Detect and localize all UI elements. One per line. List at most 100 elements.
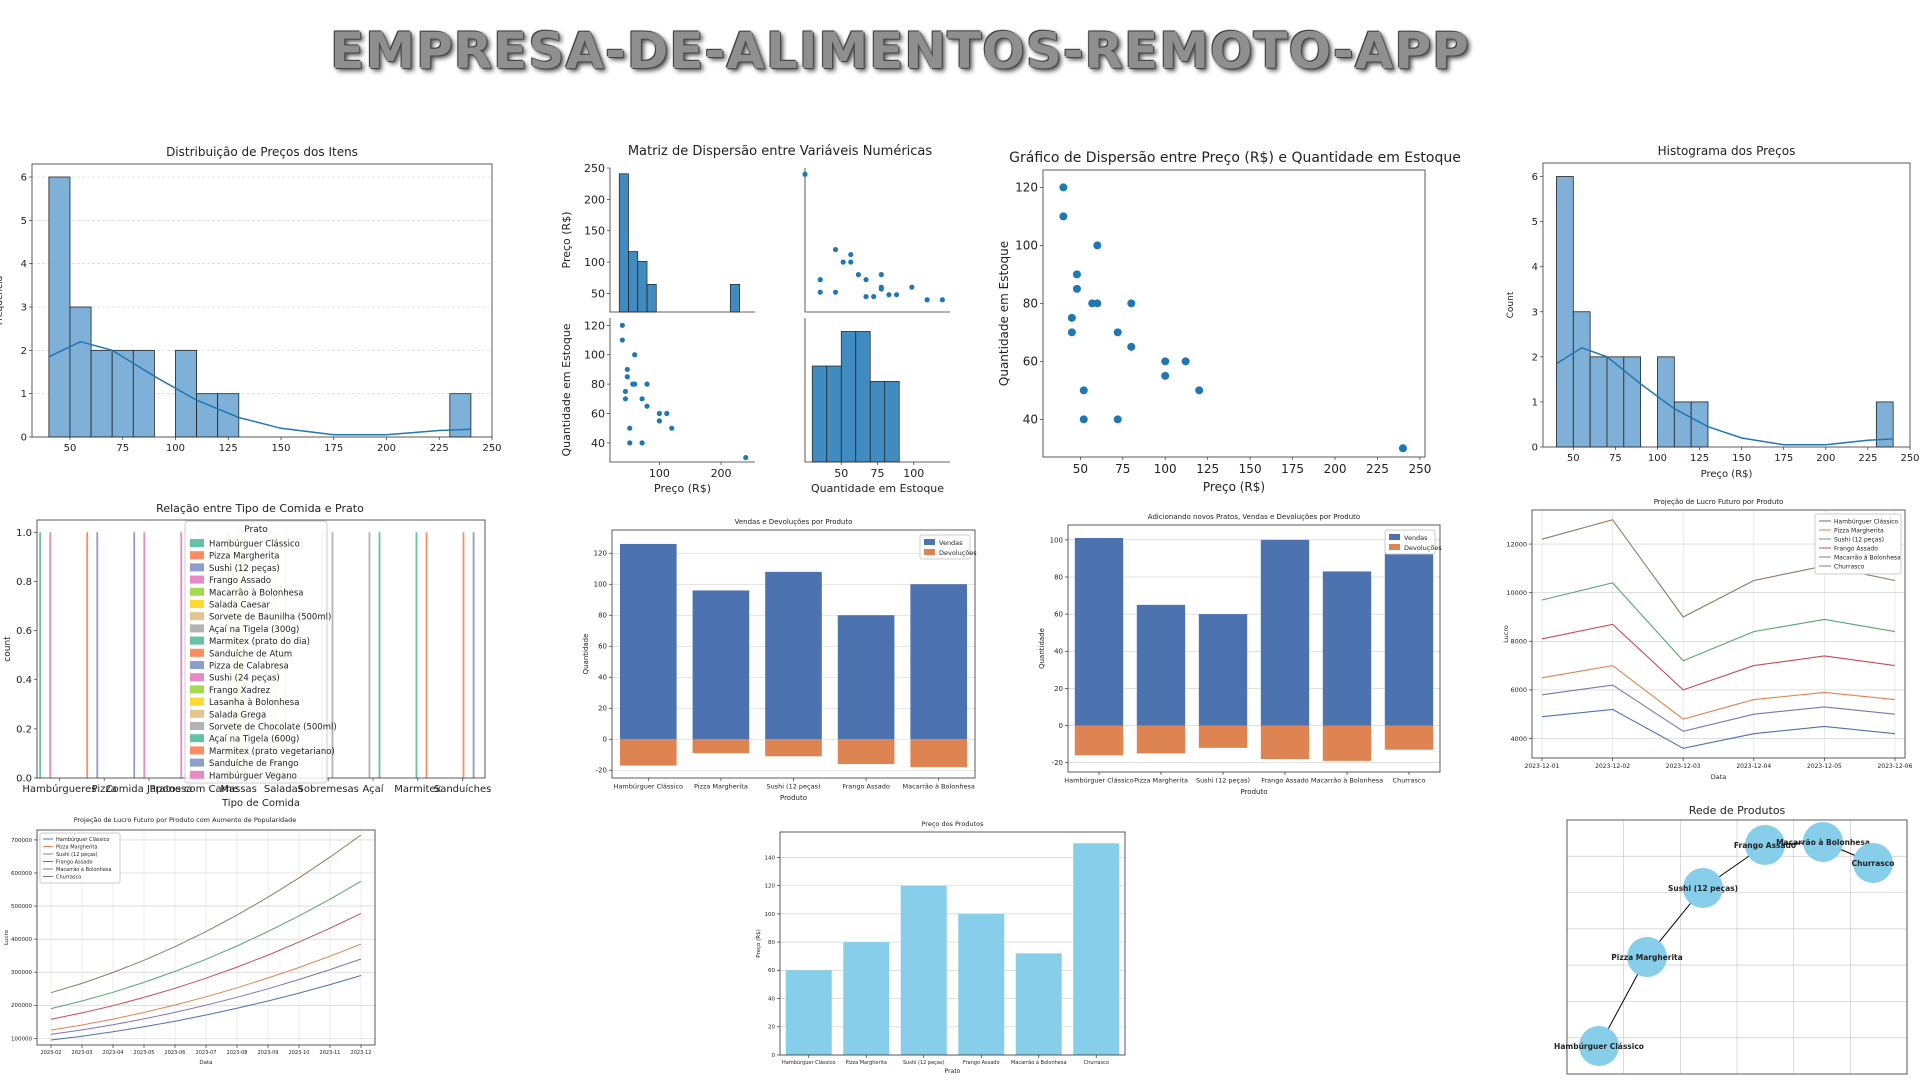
hist-bar — [729, 284, 740, 313]
y-tick-label: 80 — [598, 612, 607, 620]
y-tick-label: 40 — [598, 674, 607, 682]
chart-rede-produtos: Rede de Produtos Hambúrguer Clássico Pizza… — [1554, 804, 1908, 1075]
scatter-point — [1059, 212, 1068, 221]
y-tick-label: 40 — [768, 996, 775, 1002]
legend-swatch — [190, 612, 204, 621]
legend-label: Pizza de Calabresa — [209, 662, 289, 672]
bar-vendas — [910, 584, 968, 740]
y-tick-label: 1 — [21, 389, 27, 400]
y-tick-label: 300000 — [11, 970, 32, 976]
legend-label: Sorvete de Chocolate (500ml) — [209, 723, 337, 733]
x-tick-label: 100 — [903, 467, 924, 480]
y-tick-label: 120 — [594, 550, 607, 558]
y-tick-label: 40 — [591, 437, 605, 450]
legend-swatch — [190, 624, 204, 633]
series-line — [50, 975, 362, 1041]
legend-label: Hambúrguer Clássico — [209, 540, 300, 550]
hist-bar — [855, 331, 871, 463]
price-bar — [785, 970, 832, 1055]
y-tick-label: 50 — [591, 287, 605, 300]
price-bar — [958, 913, 1005, 1055]
legend-label: Sanduíche de Atum — [209, 649, 292, 659]
chart-count-tipo-prato: Relação entre Tipo de Comida e Prato 0.0 0… — [3, 502, 491, 809]
x-tick-label: Comida Japonesa — [106, 784, 193, 795]
x-tick-label: 75 — [1115, 462, 1130, 476]
chart-title: Distribuição de Preços dos Itens — [166, 145, 358, 159]
legend-label: Hambúrguer Vegano — [209, 771, 297, 781]
scatter-point — [939, 297, 945, 303]
y-tick-label: 0.6 — [16, 626, 32, 637]
count-bar — [86, 532, 89, 778]
x-tick-label: 2023-04 — [103, 1050, 124, 1056]
y-tick-label: 700000 — [11, 838, 32, 844]
x-tick-label: Churrasco — [1393, 777, 1426, 785]
scatter-point — [644, 381, 650, 387]
legend-label: Lasanha à Bolonhesa — [209, 698, 299, 708]
legend-label: Sanduíche de Frango — [209, 759, 298, 769]
scatter-point — [840, 259, 846, 265]
x-tick-label: Macarrão à Bolonhesa — [903, 783, 975, 791]
bar-devolucoes — [1260, 725, 1310, 759]
y-tick-label: 80 — [768, 940, 775, 946]
y-axis-label: count — [3, 636, 13, 662]
hist-bar — [1589, 356, 1608, 448]
x-tick-label: 200 — [1324, 462, 1347, 476]
count-bar — [378, 532, 381, 778]
hist-bar — [1556, 176, 1574, 448]
hist-bar — [637, 260, 648, 313]
x-tick-label: 200 — [377, 443, 396, 454]
legend-box — [39, 832, 121, 884]
chart-title: Rede de Produtos — [1689, 804, 1786, 817]
hist-bar — [840, 331, 857, 463]
bar-vendas — [765, 571, 822, 740]
legend-swatch — [190, 758, 204, 767]
y-tick-label: 0.8 — [16, 577, 32, 588]
scatter-point — [817, 277, 823, 283]
legend-swatch — [190, 600, 204, 608]
x-tick-label: 50 — [1073, 462, 1088, 476]
chart-pair-matrix: Matriz de Dispersão entre Variáveis Numé… — [560, 144, 950, 495]
y-tick-label: 0 — [772, 1053, 776, 1059]
scatter-point — [1113, 415, 1122, 424]
x-tick-label: 50 — [834, 467, 848, 480]
y-tick-label: 80 — [591, 378, 605, 391]
x-tick-label: 150 — [271, 443, 290, 454]
scatter-point — [619, 337, 625, 343]
x-tick-label: 75 — [116, 443, 129, 454]
legend-label: Sushi (12 peças) — [1834, 537, 1884, 544]
y-tick-label: 100 — [584, 256, 605, 269]
count-bar — [368, 532, 371, 778]
scatter-point — [848, 259, 854, 265]
x-tick-label: 225 — [430, 443, 449, 454]
x-tick-label: 2023-06 — [165, 1050, 186, 1056]
cell-axis — [804, 168, 950, 313]
x-tick-label: Hambúrguer Clássico — [1064, 777, 1133, 785]
y-tick-label: 140 — [765, 855, 776, 861]
hist-bar — [1690, 401, 1709, 448]
x-tick-label: Hambúrguer Clássico — [782, 1059, 835, 1066]
chart-projecao-lucro-popularidade: Projeção de Lucro Futuro por Produto com… — [4, 816, 376, 1066]
chart-scatter-preco-estoque: Gráfico de Dispersão entre Preço (R$) e … — [997, 150, 1461, 494]
scatter-point — [893, 292, 900, 298]
page-title: EMPRESA-DE-ALIMENTOS-REMOTO-APP — [330, 22, 1470, 80]
x-axis-label: Preço (R$) — [1701, 469, 1753, 480]
y-tick-label: 60 — [591, 408, 605, 421]
chart-title: Matriz de Dispersão entre Variáveis Numé… — [628, 144, 933, 159]
legend-label: Devoluções — [939, 549, 977, 557]
chart-vendas-devolucoes: Vendas e Devoluções por Produto -20 0 20 40 6… — [582, 518, 977, 802]
legend-label: Frango Xadrez — [209, 686, 271, 696]
y-tick-label: 200 — [584, 193, 605, 206]
x-tick-label: 100 — [166, 443, 185, 454]
network-node-label: Churrasco — [1852, 859, 1895, 868]
legend-label: Sorvete de Baunilha (500ml) — [209, 613, 331, 623]
legend-label: Churrasco — [1834, 564, 1865, 571]
count-bar — [425, 532, 428, 778]
x-tick-label: Frango Assado — [842, 783, 890, 791]
scatter-point — [656, 410, 662, 417]
network-node — [1579, 1026, 1619, 1066]
legend-swatch — [190, 539, 204, 547]
bar-devolucoes — [1198, 725, 1248, 748]
scatter-point — [863, 293, 869, 300]
x-tick-label: 175 — [324, 443, 343, 454]
network-node — [1853, 843, 1893, 883]
